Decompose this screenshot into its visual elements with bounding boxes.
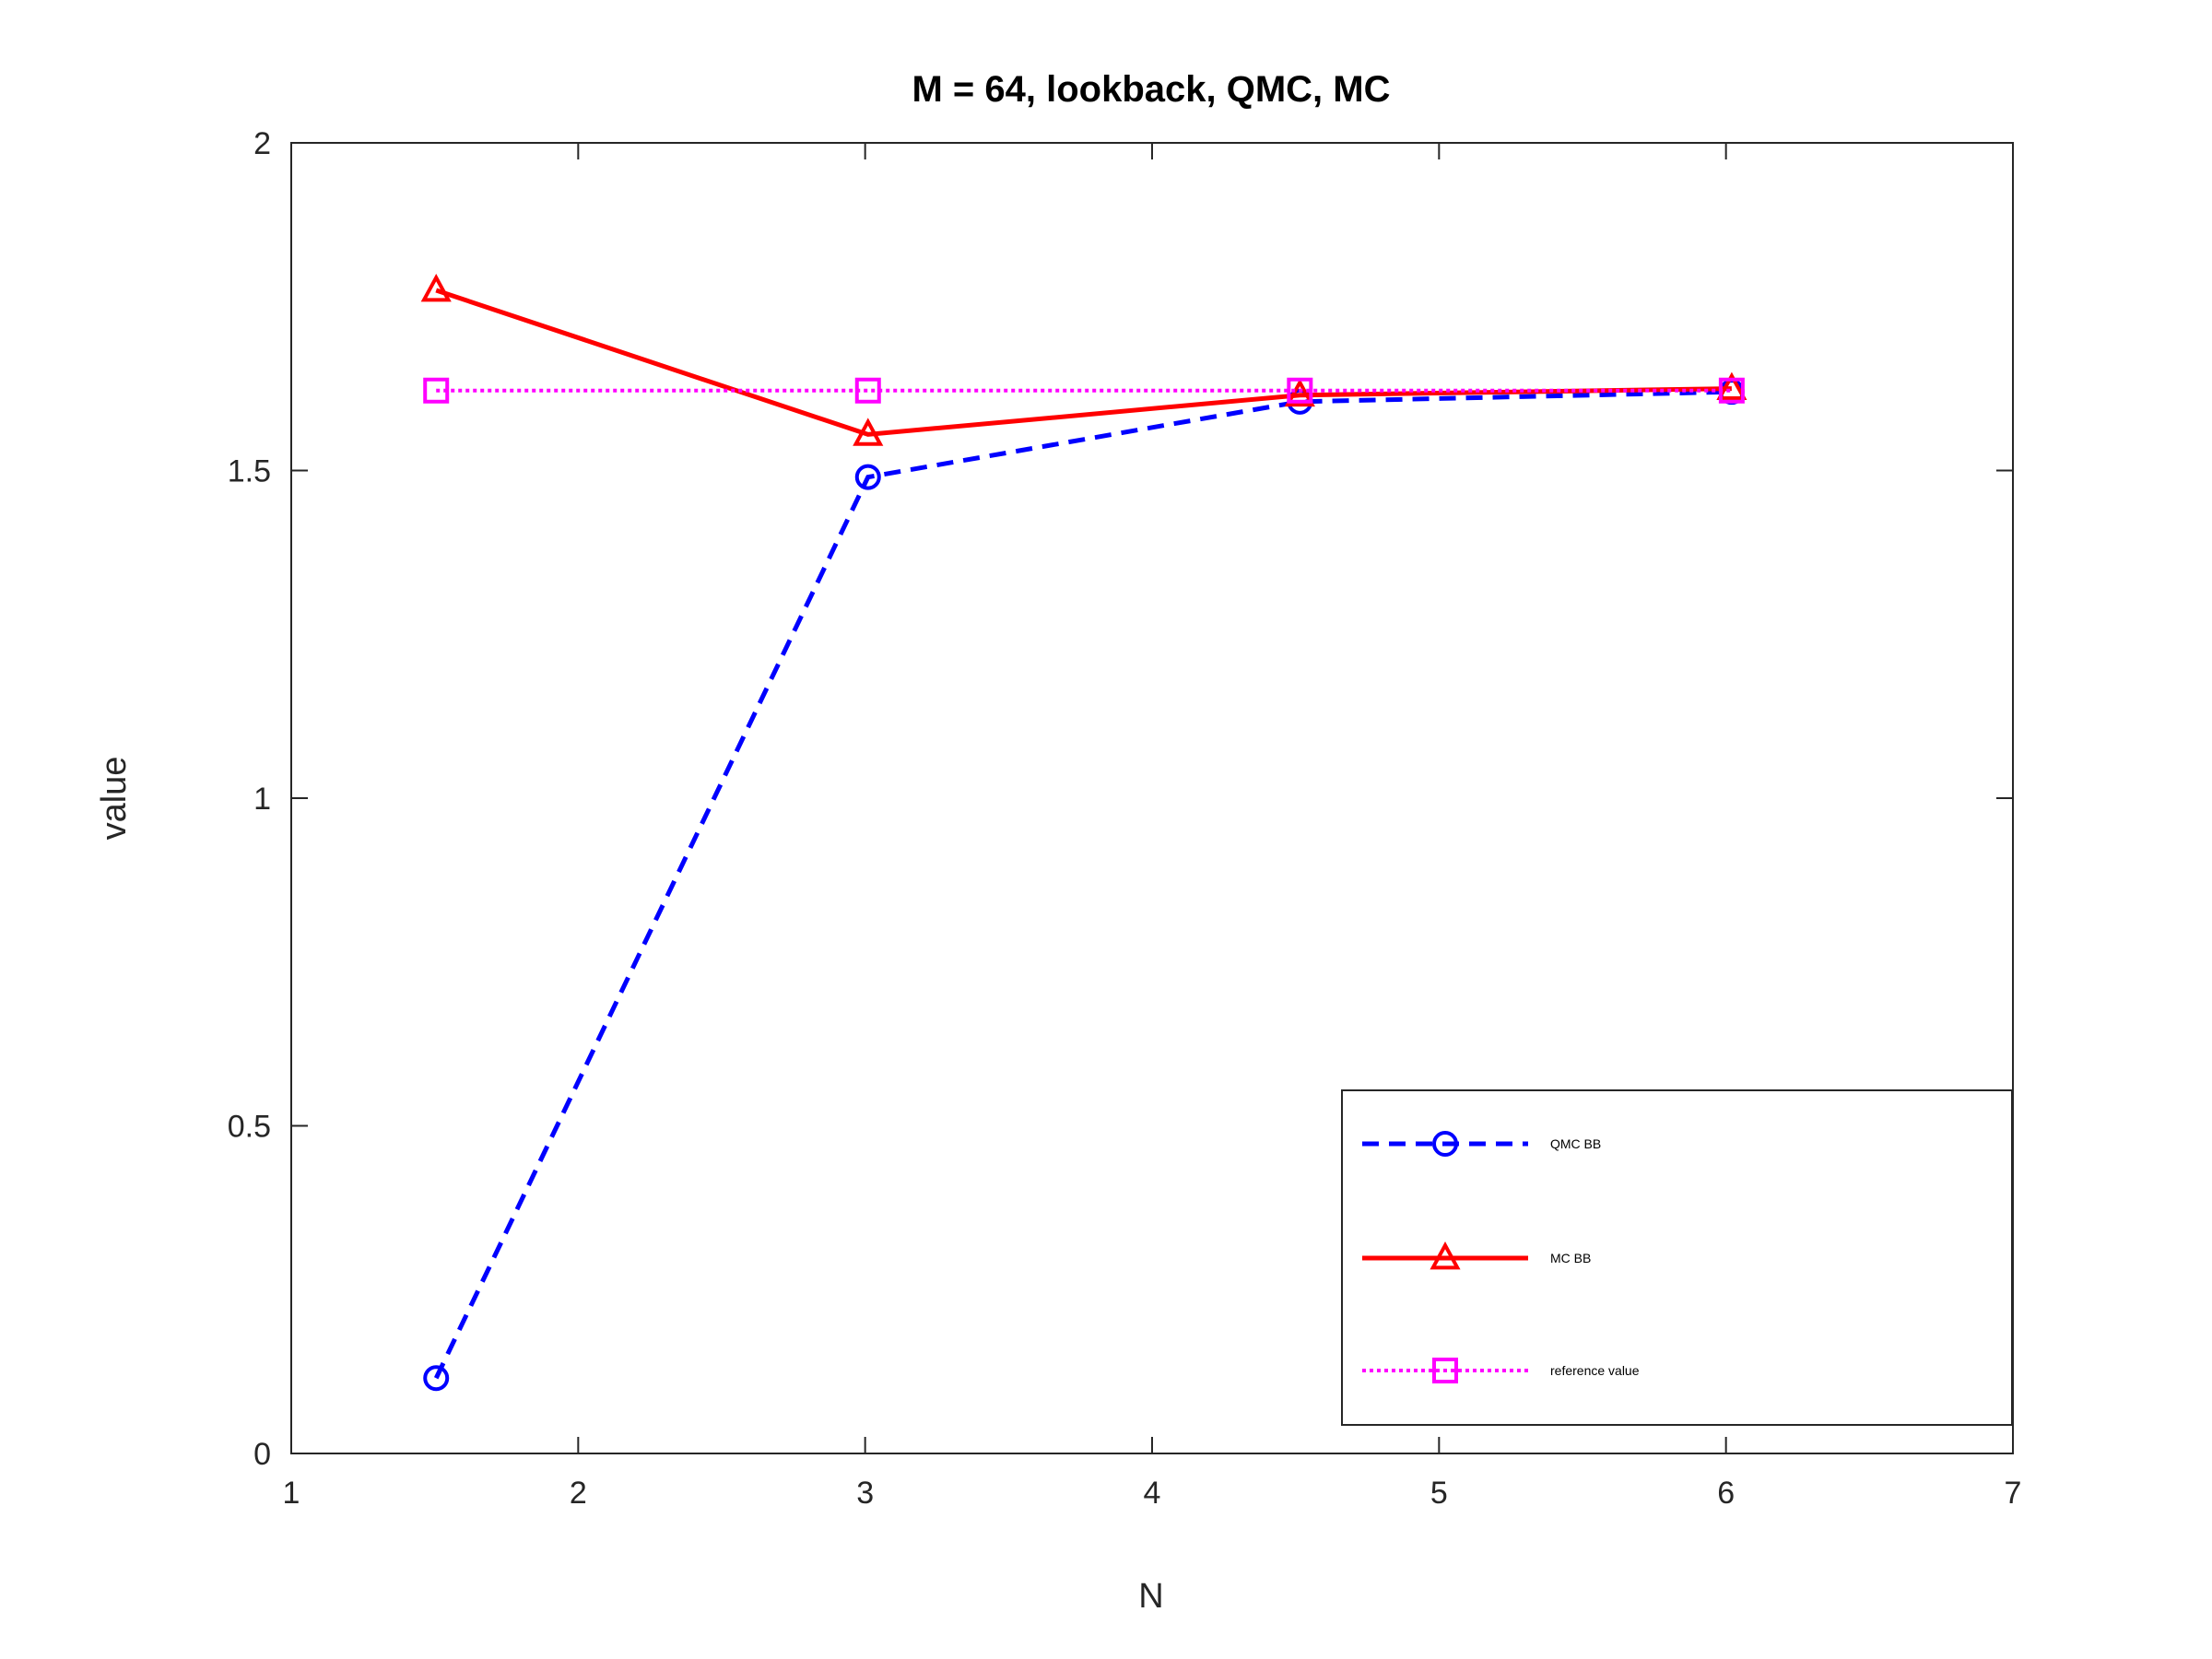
- x-tick-label: 1: [283, 1476, 300, 1511]
- data-point: [423, 1365, 450, 1392]
- axes: 1 2 3 4 5 6 7 0 0.5 1 1.5 2: [228, 126, 2022, 1511]
- series-line: [433, 389, 1732, 1380]
- legend-label: QMC BB: [1550, 1136, 1601, 1151]
- legend-label: reference value: [1550, 1363, 1640, 1378]
- x-tick-label: 6: [1717, 1476, 1735, 1511]
- data-point: [853, 418, 884, 446]
- data-point: [1284, 378, 1315, 407]
- x-tick-label: 3: [856, 1476, 874, 1511]
- data-point: [854, 464, 881, 490]
- data-point: [1287, 377, 1313, 404]
- data-point: [1718, 377, 1745, 404]
- legend: QMC BB MC BB reference value: [1341, 1089, 2013, 1426]
- y-axis-label: value: [95, 757, 134, 841]
- series-reference-value: [423, 377, 1745, 404]
- plot-area: [420, 274, 1747, 1392]
- y-tick-label: 1: [253, 782, 271, 817]
- chart-title: M = 64, lookback, QMC, MC: [912, 69, 1390, 110]
- x-tick-label: 4: [1144, 1476, 1161, 1511]
- y-tick-label: 2: [253, 126, 271, 161]
- y-tick-label: 1.5: [228, 454, 271, 489]
- legend-marker: [1432, 1131, 1458, 1157]
- data-point: [423, 377, 450, 404]
- legend-marker: [1430, 1241, 1461, 1270]
- data-point: [854, 377, 881, 404]
- legend-marker: [1432, 1358, 1458, 1383]
- data-point: [1716, 371, 1747, 400]
- y-tick-label: 0: [253, 1437, 271, 1472]
- x-axis-label: N: [1138, 1577, 1163, 1616]
- x-tick-label: 5: [1430, 1476, 1448, 1511]
- x-tick-label: 2: [570, 1476, 587, 1511]
- legend-label: MC BB: [1550, 1251, 1591, 1265]
- y-tick-label: 0.5: [228, 1110, 271, 1145]
- x-tick-label: 7: [2005, 1476, 2022, 1511]
- data-point: [420, 274, 452, 302]
